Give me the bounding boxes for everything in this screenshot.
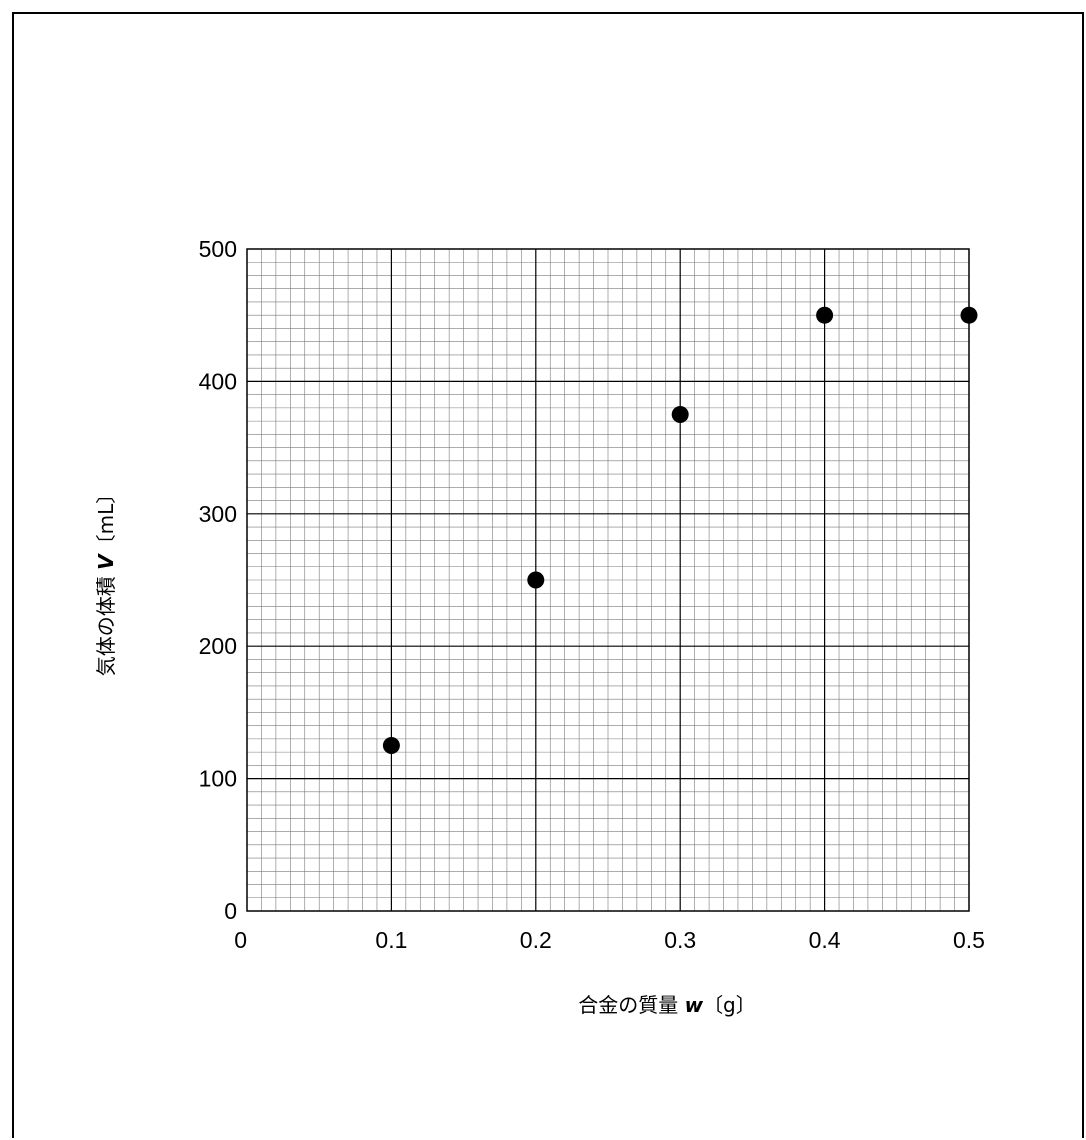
y-tick-label: 100 <box>199 766 237 792</box>
x-tick-label: 0.3 <box>664 927 696 953</box>
y-tick-label: 0 <box>224 898 237 924</box>
data-point <box>960 306 978 324</box>
data-point <box>816 306 834 324</box>
y-tick-label: 400 <box>199 368 237 394</box>
plot-border <box>246 248 970 912</box>
data-point <box>382 737 400 754</box>
x-tick-label: 0.1 <box>375 927 407 953</box>
y-tick-labels: 0 100 200 300 400 500 <box>199 236 237 924</box>
x-tick-labels: 0 0.1 0.2 0.3 0.4 0.5 <box>234 927 985 953</box>
x-tick-label: 0.2 <box>520 927 552 953</box>
data-points <box>382 306 978 754</box>
y-tick-label: 300 <box>199 501 237 527</box>
x-tick-label: 0 <box>234 927 247 953</box>
x-tick-label: 0.4 <box>809 927 841 953</box>
minor-grid <box>247 249 969 911</box>
data-point <box>527 571 545 589</box>
data-point <box>671 406 689 423</box>
x-axis-label: 合金の質量 w〔g〕 <box>578 993 756 1017</box>
major-grid <box>247 249 969 911</box>
y-tick-label: 500 <box>199 236 237 262</box>
y-axis-label: 気体の体積 V〔mL〕 <box>94 484 118 676</box>
y-tick-label: 200 <box>199 633 237 659</box>
x-tick-label: 0.5 <box>953 927 985 953</box>
figure-frame <box>12 12 1084 1138</box>
